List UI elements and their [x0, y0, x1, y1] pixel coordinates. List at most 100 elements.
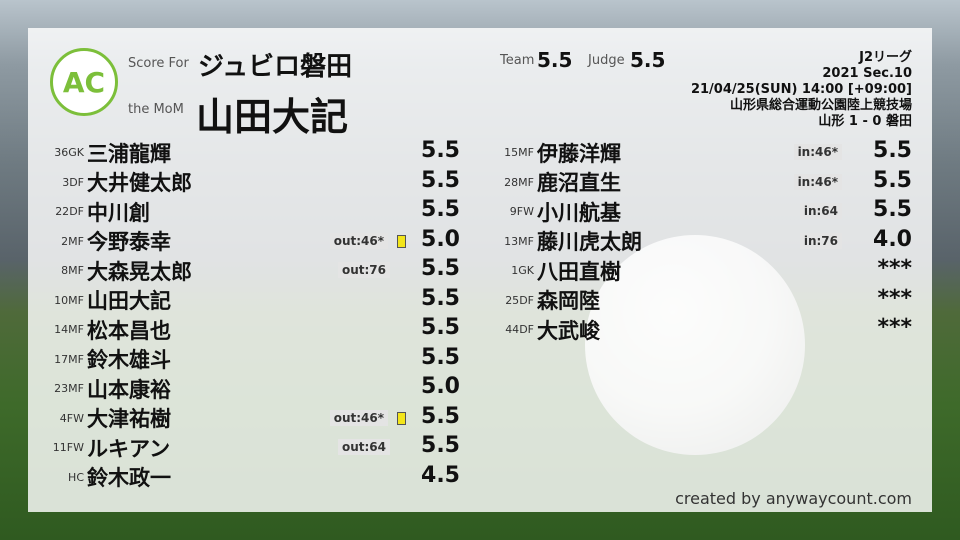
- player-number-position: 17MF: [54, 352, 84, 366]
- match-info: J2リーグ 2021 Sec.10 21/04/25(SUN) 14:00 [+…: [691, 50, 912, 130]
- player-row: 9FW 小川航基 in:64 5.5: [496, 197, 912, 226]
- player-row: 14MF 松本昌也 5.5: [46, 315, 460, 344]
- player-score: 5.5: [421, 315, 460, 340]
- player-score: 5.5: [421, 167, 460, 193]
- player-name: 大井健太郎: [87, 171, 192, 195]
- player-row: 8MF 大森晃太郎 out:76 5.5: [46, 256, 460, 285]
- player-row: 11FW ルキアン out:64 5.5: [46, 433, 460, 462]
- player-number-position: 11FW: [52, 441, 84, 454]
- player-number-position: 15MF: [504, 146, 534, 159]
- player-name: 大森晃太郎: [87, 259, 192, 284]
- yellow-card-icon: [397, 234, 406, 248]
- venue: 山形県総合運動公園陸上競技場: [729, 98, 912, 113]
- player-row: 13MF 藤川虎太朗 in:76 4.0: [496, 227, 912, 256]
- substitution-badge: in:46*: [793, 144, 842, 160]
- player-number-position: 3DF: [62, 175, 84, 189]
- player-row: 28MF 鹿沼直生 in:46* 5.5: [496, 168, 912, 197]
- substitution-badge: in:46*: [793, 173, 842, 190]
- mom-label: the MoM: [128, 102, 184, 117]
- player-number-position: 22DF: [55, 205, 84, 218]
- player-number-position: 44DF: [505, 323, 534, 336]
- player-number-position: 14MF: [54, 323, 84, 336]
- player-row: 10MF 山田大記 5.5: [46, 286, 460, 315]
- player-name: 中川創: [87, 200, 150, 225]
- player-name: 伊藤洋輝: [537, 141, 621, 166]
- player-name: 今野泰幸: [87, 230, 171, 254]
- datetime: 21/04/25(SUN) 14:00 [+09:00]: [690, 82, 912, 97]
- player-score: 5.5: [421, 403, 460, 429]
- player-number-position: 25DF: [505, 293, 534, 307]
- player-name: 松本昌也: [87, 318, 171, 343]
- player-row: 2MF 今野泰幸 out:46* 5.0: [46, 227, 460, 256]
- player-name: 八田直樹: [537, 259, 621, 284]
- league: J2リーグ: [859, 50, 912, 65]
- team-score: 5.5: [537, 48, 573, 72]
- substitution-badge: out:76: [337, 262, 390, 278]
- player-number-position: 4FW: [59, 411, 84, 425]
- player-name: ルキアン: [87, 436, 171, 461]
- substitution-badge: out:64: [337, 439, 390, 455]
- player-row: 1GK 八田直樹 ***: [496, 256, 912, 285]
- player-row: 17MF 鈴木雄斗 5.5: [46, 345, 460, 374]
- player-score: 5.0: [421, 226, 460, 252]
- player-name: 森岡陸: [537, 289, 600, 313]
- player-row: 15MF 伊藤洋輝 in:46* 5.5: [496, 138, 912, 167]
- player-score: ***: [877, 285, 912, 311]
- player-name: 藤川虎太朗: [537, 230, 642, 254]
- player-number-position: 2MF: [61, 234, 84, 248]
- player-score: 5.5: [873, 138, 912, 163]
- player-number-position: 28MF: [504, 175, 534, 189]
- player-score: ***: [877, 315, 912, 340]
- player-name: 鈴木雄斗: [87, 348, 171, 372]
- player-number-position: 8MF: [61, 264, 84, 277]
- player-number-position: 1GK: [511, 264, 534, 277]
- player-score: 4.5: [421, 462, 460, 488]
- player-name: 大武峻: [537, 318, 600, 343]
- anywaycount-logo: AC: [50, 48, 118, 116]
- player-name: 鹿沼直生: [537, 171, 621, 195]
- player-number-position: 36GK: [54, 146, 84, 159]
- player-row: 4FW 大津祐樹 out:46* 5.5: [46, 404, 460, 433]
- player-name: 小川航基: [537, 200, 621, 225]
- result: 山形 1 - 0 磐田: [818, 114, 912, 129]
- substitution-badge: out:46*: [329, 409, 388, 426]
- player-score: ***: [877, 256, 912, 281]
- player-number-position: 13MF: [504, 234, 534, 248]
- substitution-badge: out:46*: [329, 232, 388, 249]
- player-score: 5.5: [873, 197, 912, 222]
- player-row: HC 鈴木政一 4.5: [46, 463, 460, 492]
- player-score: 4.0: [873, 226, 912, 252]
- player-name: 山本康裕: [87, 377, 171, 402]
- player-score: 5.5: [421, 256, 460, 281]
- player-score: 5.5: [421, 344, 460, 370]
- player-score: 5.5: [421, 433, 460, 458]
- section: 2021 Sec.10: [822, 66, 912, 81]
- player-row: 3DF 大井健太郎 5.5: [46, 168, 460, 197]
- player-row: 25DF 森岡陸 ***: [496, 286, 912, 315]
- score-for-label: Score For: [128, 56, 189, 71]
- player-name: 鈴木政一: [87, 466, 171, 490]
- substitution-badge: in:64: [799, 203, 842, 219]
- credit: created by anywaycount.com: [675, 489, 912, 508]
- team-label: Team: [500, 53, 535, 68]
- player-row: 36GK 三浦龍輝 5.5: [46, 138, 460, 167]
- judge-label: Judge: [588, 53, 625, 68]
- player-score: 5.5: [421, 285, 460, 311]
- player-row: 44DF 大武峻 ***: [496, 315, 912, 344]
- team-name: ジュビロ磐田: [198, 52, 353, 82]
- substitution-badge: in:76: [799, 232, 842, 249]
- player-score: 5.5: [421, 197, 460, 222]
- player-score: 5.0: [421, 374, 460, 399]
- player-number-position: 23MF: [54, 382, 84, 395]
- score-panel: [28, 28, 932, 512]
- player-number-position: 9FW: [509, 205, 534, 218]
- player-score: 5.5: [421, 138, 460, 163]
- mom-player: 山田大記: [196, 95, 349, 139]
- judge-score: 5.5: [630, 48, 666, 72]
- player-number-position: 10MF: [54, 293, 84, 307]
- player-name: 三浦龍輝: [87, 141, 171, 166]
- player-number-position: HC: [68, 470, 84, 484]
- player-row: 23MF 山本康裕 5.0: [46, 374, 460, 403]
- player-score: 5.5: [873, 167, 912, 193]
- player-name: 大津祐樹: [87, 407, 171, 431]
